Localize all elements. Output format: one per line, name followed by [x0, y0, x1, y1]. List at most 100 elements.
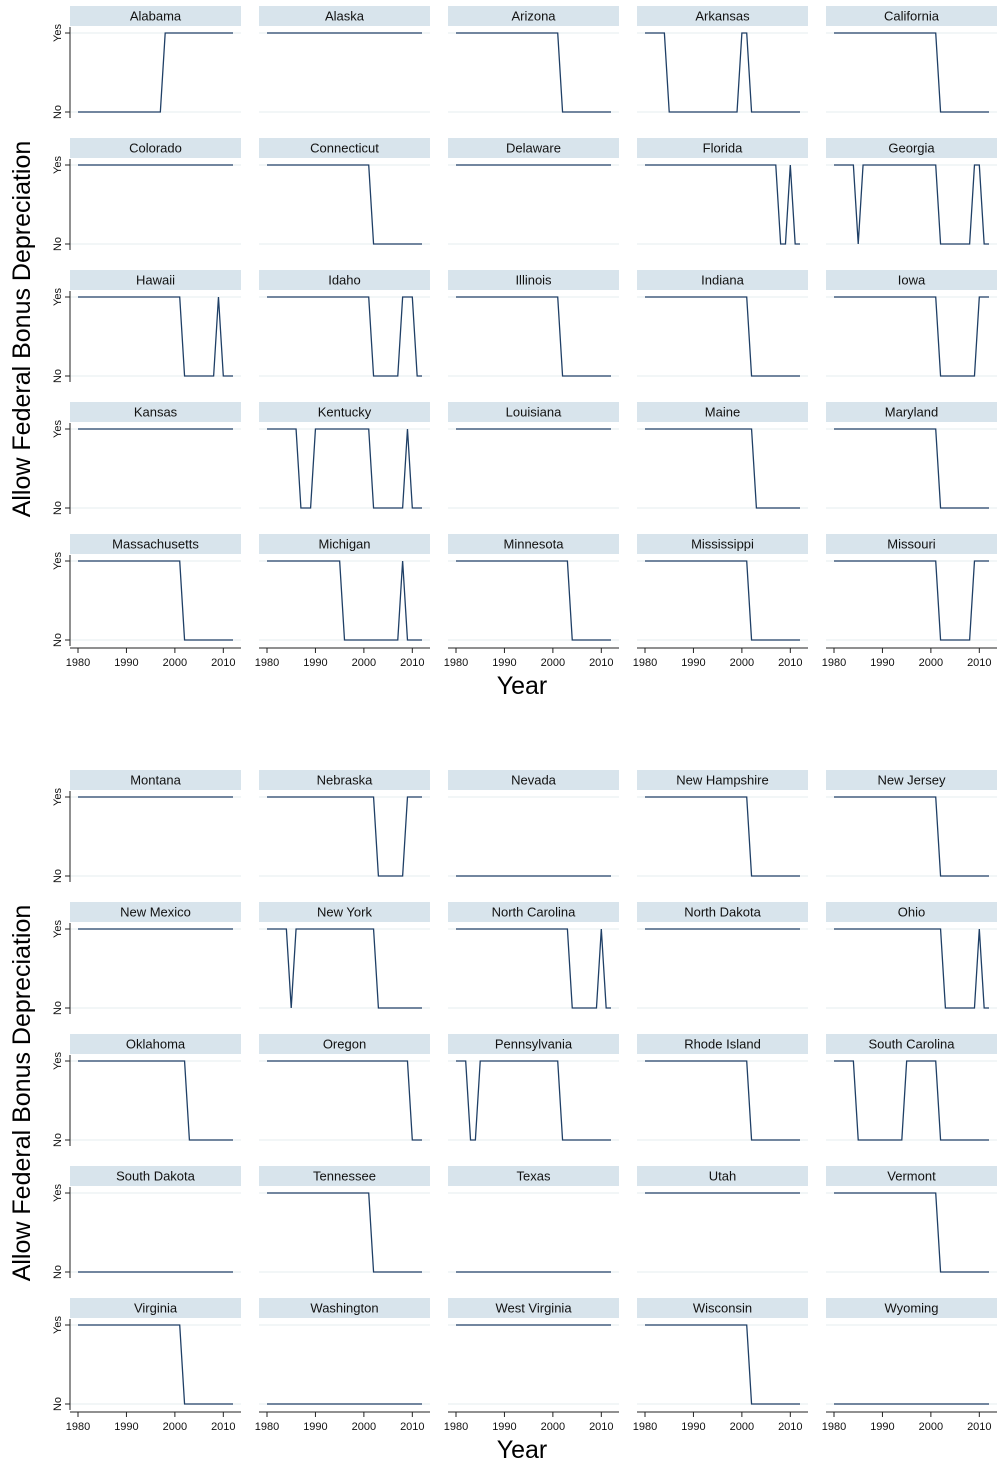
panel-strip-michigan — [259, 534, 430, 554]
y-tick-label-no-south-dakota: No — [52, 1265, 64, 1279]
panel-title-north-carolina: North Carolina — [492, 905, 577, 920]
panel-title-kansas: Kansas — [134, 405, 178, 420]
panel-strip-arizona — [448, 6, 619, 26]
series-line-new-york — [267, 928, 422, 1009]
y-tick-label-no-hawaii: No — [52, 369, 64, 383]
panel-title-new-mexico: New Mexico — [120, 905, 191, 920]
y-tick-label-yes-hawaii: Yes — [52, 288, 64, 306]
panel-title-west-virginia: West Virginia — [495, 1301, 572, 1316]
panel-strip-oklahoma — [70, 1034, 241, 1054]
x-tick-label-2010-wyoming: 2010 — [967, 1421, 991, 1433]
y-tick-label-yes-kansas: Yes — [52, 420, 64, 438]
panel-strip-florida — [637, 138, 808, 158]
panel-strip-south-dakota — [70, 1166, 241, 1186]
x-tick-label-2010-west-virginia: 2010 — [589, 1421, 613, 1433]
panel-title-minnesota: Minnesota — [504, 537, 565, 552]
panel-strip-north-carolina — [448, 902, 619, 922]
x-tick-label-2010-michigan: 2010 — [400, 657, 424, 669]
y-tick-label-no-virginia: No — [52, 1397, 64, 1411]
y-tick-label-yes-montana: Yes — [52, 788, 64, 806]
x-tick-label-2000-missouri: 2000 — [919, 657, 943, 669]
panel-strip-illinois — [448, 270, 619, 290]
series-line-kentucky — [267, 428, 422, 509]
panel-title-oregon: Oregon — [323, 1037, 366, 1052]
panel-strip-utah — [637, 1166, 808, 1186]
panel-title-pennsylvania: Pennsylvania — [495, 1037, 573, 1052]
panel-title-connecticut: Connecticut — [310, 141, 379, 156]
panel-title-wisconsin: Wisconsin — [693, 1301, 752, 1316]
x-tick-label-1990-wisconsin: 1990 — [681, 1421, 705, 1433]
panel-strip-oregon — [259, 1034, 430, 1054]
series-line-oregon — [267, 1060, 422, 1141]
panel-title-michigan: Michigan — [318, 537, 370, 552]
panel-strip-tennessee — [259, 1166, 430, 1186]
panel-title-ohio: Ohio — [898, 905, 925, 920]
x-tick-label-1990-missouri: 1990 — [870, 657, 894, 669]
panel-strip-hawaii — [70, 270, 241, 290]
panel-strip-new-mexico — [70, 902, 241, 922]
x-tick-label-1980-west-virginia: 1980 — [444, 1421, 468, 1433]
panel-title-montana: Montana — [130, 773, 181, 788]
series-line-maryland — [834, 428, 989, 509]
panel-strip-delaware — [448, 138, 619, 158]
series-line-ohio — [834, 928, 989, 1009]
series-line-mississippi — [645, 560, 800, 641]
series-line-missouri — [834, 560, 989, 641]
panel-title-iowa: Iowa — [898, 273, 926, 288]
panel-strip-kentucky — [259, 402, 430, 422]
panel-title-nebraska: Nebraska — [317, 773, 373, 788]
panel-title-wyoming: Wyoming — [884, 1301, 938, 1316]
x-tick-label-1980-mississippi: 1980 — [633, 657, 657, 669]
panel-strip-rhode-island — [637, 1034, 808, 1054]
series-line-illinois — [456, 296, 611, 377]
panel-title-louisiana: Louisiana — [506, 405, 562, 420]
series-line-new-jersey — [834, 796, 989, 877]
y-tick-label-no-montana: No — [52, 869, 64, 883]
series-line-pennsylvania — [456, 1060, 611, 1141]
y-tick-label-yes-colorado: Yes — [52, 156, 64, 174]
panel-title-kentucky: Kentucky — [318, 405, 372, 420]
panel-strip-west-virginia — [448, 1298, 619, 1318]
panel-strip-wisconsin — [637, 1298, 808, 1318]
panel-strip-colorado — [70, 138, 241, 158]
x-tick-label-1980-missouri: 1980 — [822, 657, 846, 669]
panel-title-new-hampshire: New Hampshire — [676, 773, 768, 788]
x-tick-label-1990-west-virginia: 1990 — [492, 1421, 516, 1433]
series-line-connecticut — [267, 164, 422, 245]
y-tick-label-yes-alabama: Yes — [52, 24, 64, 42]
series-line-georgia — [834, 164, 989, 245]
panel-title-arkansas: Arkansas — [695, 9, 750, 24]
series-line-hawaii — [78, 296, 233, 377]
series-line-maine — [645, 428, 800, 509]
panel-title-maine: Maine — [705, 405, 740, 420]
panel-title-virginia: Virginia — [134, 1301, 178, 1316]
panel-strip-new-hampshire — [637, 770, 808, 790]
y-axis-title-2: Allow Federal Bonus Depreciation — [8, 905, 36, 1282]
panel-title-utah: Utah — [709, 1169, 736, 1184]
panel-title-georgia: Georgia — [888, 141, 935, 156]
x-tick-label-1990-michigan: 1990 — [303, 657, 327, 669]
series-line-wisconsin — [645, 1324, 800, 1405]
series-line-iowa — [834, 296, 989, 377]
panel-strip-vermont — [826, 1166, 997, 1186]
y-tick-label-yes-oklahoma: Yes — [52, 1052, 64, 1070]
panel-strip-louisiana — [448, 402, 619, 422]
y-tick-label-yes-virginia: Yes — [52, 1316, 64, 1334]
panel-title-hawaii: Hawaii — [136, 273, 175, 288]
panel-title-texas: Texas — [517, 1169, 551, 1184]
panel-title-tennessee: Tennessee — [313, 1169, 376, 1184]
x-tick-label-1980-wisconsin: 1980 — [633, 1421, 657, 1433]
panel-title-colorado: Colorado — [129, 141, 182, 156]
panel-strip-missouri — [826, 534, 997, 554]
x-tick-label-1980-washington: 1980 — [255, 1421, 279, 1433]
panel-strip-nevada — [448, 770, 619, 790]
x-tick-label-2000-washington: 2000 — [352, 1421, 376, 1433]
panel-title-mississippi: Mississippi — [691, 537, 754, 552]
panel-strip-nebraska — [259, 770, 430, 790]
x-tick-label-2010-missouri: 2010 — [967, 657, 991, 669]
y-tick-label-yes-new-mexico: Yes — [52, 920, 64, 938]
panel-title-arizona: Arizona — [511, 9, 556, 24]
x-tick-label-2000-michigan: 2000 — [352, 657, 376, 669]
panel-strip-massachusetts — [70, 534, 241, 554]
series-line-oklahoma — [78, 1060, 233, 1141]
